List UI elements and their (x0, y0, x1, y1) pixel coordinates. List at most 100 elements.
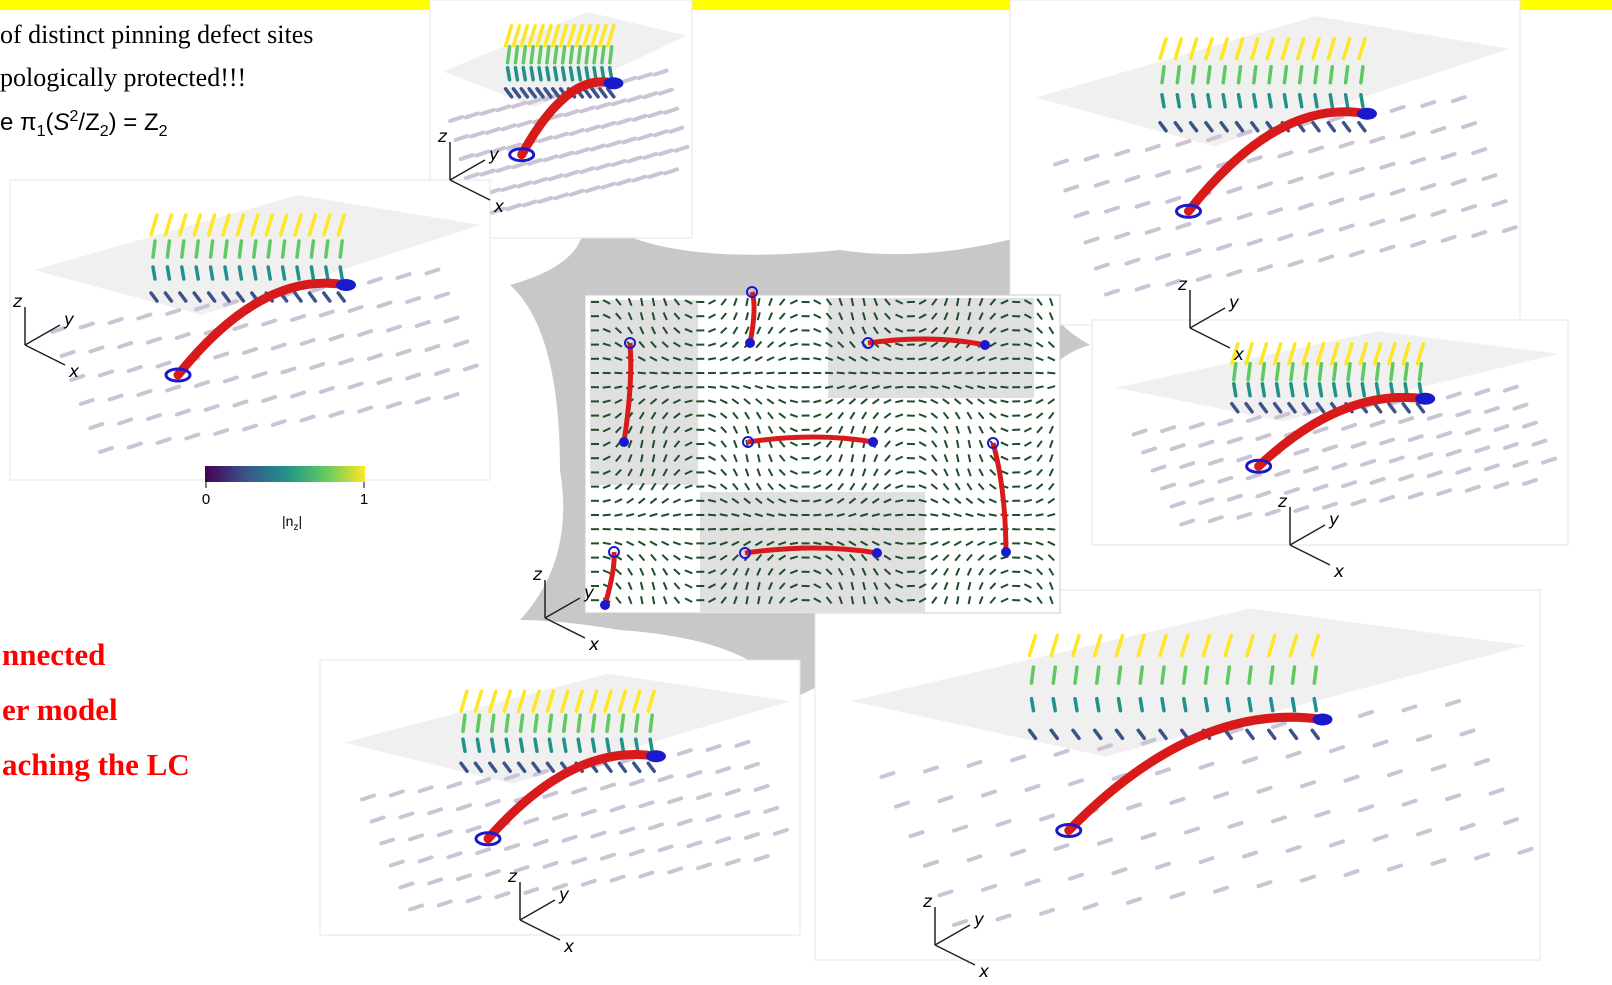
director (872, 529, 880, 530)
director (731, 529, 739, 530)
director (638, 529, 646, 530)
director (1075, 699, 1077, 711)
director (1377, 364, 1379, 380)
director (989, 529, 997, 530)
director (1291, 364, 1293, 380)
director (340, 241, 342, 257)
director (1330, 67, 1332, 83)
director (685, 358, 693, 359)
director (1346, 67, 1348, 83)
director (743, 373, 751, 374)
director (1097, 699, 1099, 711)
defect-site (980, 340, 990, 350)
director (508, 68, 510, 80)
director (614, 529, 622, 530)
director (603, 387, 611, 388)
director (1177, 67, 1179, 83)
label-part: | (298, 513, 302, 529)
text-line: of distinct pinning defect sites (0, 20, 313, 49)
director (860, 529, 868, 530)
director (743, 529, 751, 530)
director (1361, 67, 1363, 83)
director (1239, 95, 1241, 107)
director (167, 241, 169, 257)
director (790, 358, 798, 359)
director (326, 241, 328, 257)
director (563, 68, 565, 80)
defect-site (1415, 393, 1435, 405)
axis-label: z (532, 565, 543, 585)
director (1293, 667, 1295, 683)
director (555, 47, 557, 63)
director (708, 515, 716, 516)
director (848, 529, 856, 530)
director (535, 715, 537, 731)
director (1346, 95, 1348, 107)
axis-label: x (978, 962, 990, 982)
director (965, 529, 973, 530)
director (790, 387, 798, 388)
math-part: 2 (159, 123, 168, 140)
director (661, 529, 669, 530)
director (1248, 364, 1250, 380)
director (767, 373, 775, 374)
director (1315, 67, 1317, 83)
axis-label: y (583, 583, 595, 603)
director (182, 241, 184, 257)
director (182, 267, 184, 279)
text-line: er model (2, 692, 118, 727)
director (167, 267, 169, 279)
director (895, 543, 903, 544)
director (196, 241, 198, 257)
director (1269, 95, 1271, 107)
center-panel (585, 287, 1060, 613)
director (720, 529, 728, 530)
director (860, 373, 868, 374)
director (930, 529, 938, 530)
director (603, 543, 611, 544)
director (211, 267, 213, 279)
axis-label: y (1228, 293, 1240, 313)
director (778, 529, 786, 530)
director (685, 515, 693, 516)
director (621, 715, 623, 731)
director (578, 47, 580, 63)
panel (1010, 0, 1520, 325)
director (1053, 699, 1055, 711)
director (578, 739, 580, 751)
director (586, 47, 588, 63)
director (1239, 67, 1241, 83)
director (1334, 384, 1336, 396)
director (1193, 67, 1195, 83)
director (1377, 384, 1379, 396)
defect-site (1001, 547, 1011, 557)
defect-site (1313, 714, 1333, 726)
director (895, 387, 903, 388)
director (1334, 364, 1336, 380)
director (1206, 699, 1208, 711)
director (1249, 699, 1251, 711)
director (463, 739, 465, 751)
director (153, 241, 155, 257)
director (638, 373, 646, 374)
director (1053, 667, 1055, 683)
director (1405, 364, 1407, 380)
director (1184, 699, 1186, 711)
text-line: aching the LC (2, 747, 190, 782)
director (650, 715, 652, 731)
director (1262, 384, 1264, 396)
director (1249, 667, 1251, 683)
director (578, 715, 580, 731)
director (837, 373, 845, 374)
director (1162, 699, 1164, 711)
director (1140, 667, 1142, 683)
director (790, 515, 798, 516)
director (602, 47, 604, 63)
director (283, 267, 285, 279)
axis-label: x (563, 937, 575, 957)
director (1024, 387, 1032, 388)
director (547, 68, 549, 80)
director (1271, 699, 1273, 711)
director (593, 715, 595, 731)
director (895, 515, 903, 516)
